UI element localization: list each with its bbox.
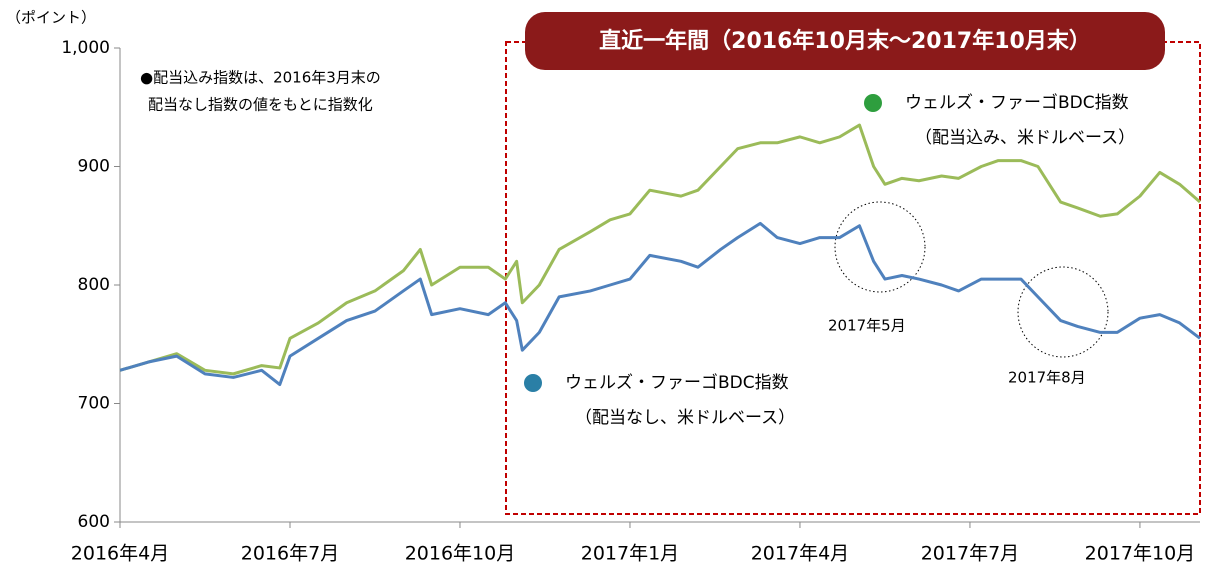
annotation: 2017年8月 <box>1008 369 1086 387</box>
y-tick-label: 800 <box>78 275 110 295</box>
y-tick-label: 600 <box>78 512 110 532</box>
annotation: 2017年5月 <box>828 317 906 335</box>
y-tick-label: 900 <box>78 157 110 177</box>
x-tick-label: 2016年7月 <box>241 543 339 565</box>
x-tick-label: 2017年4月 <box>751 543 849 565</box>
period-title: 直近一年間（2016年10月末～2017年10月末） <box>599 28 1091 54</box>
legend-subtitle: （配当込み、米ドルベース） <box>915 128 1135 148</box>
series-line <box>119 123 1201 376</box>
y-tick-label: 1,000 <box>61 38 110 58</box>
y-axis-label: （ポイント） <box>6 9 96 27</box>
legend-label: ウェルズ・ファーゴBDC指数 <box>565 372 789 393</box>
highlight-circle <box>1017 266 1109 358</box>
legend-marker <box>524 374 542 392</box>
legend-subtitle: （配当なし、米ドルベース） <box>575 408 795 428</box>
x-tick-label: 2017年1月 <box>581 543 679 565</box>
x-tick-label: 2016年4月 <box>71 543 169 565</box>
legend-marker <box>864 94 882 112</box>
note: 配当なし指数の値をもとに指数化 <box>148 96 373 114</box>
series-line <box>119 221 1201 387</box>
highlight-circle <box>834 201 926 293</box>
period-banner <box>525 12 1165 70</box>
legend-label: ウェルズ・ファーゴBDC指数 <box>905 92 1129 113</box>
x-tick-label: 2017年10月 <box>1085 543 1196 565</box>
y-tick-label: 700 <box>78 394 110 414</box>
x-tick-label: 2017年7月 <box>921 543 1019 565</box>
x-tick-label: 2016年10月 <box>405 543 516 565</box>
note: ●配当込み指数は、2016年3月末の <box>140 69 381 87</box>
